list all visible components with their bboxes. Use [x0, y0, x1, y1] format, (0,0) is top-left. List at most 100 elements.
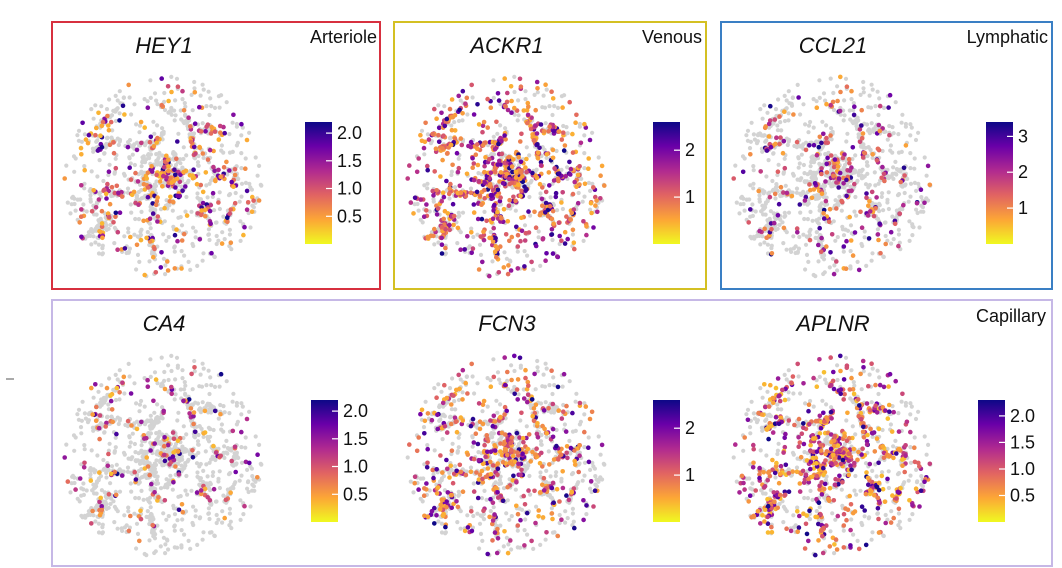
background-cell-point: [432, 242, 437, 247]
background-cell-point: [107, 162, 112, 167]
background-cell-point: [908, 166, 913, 171]
background-cell-point: [189, 92, 194, 97]
expressing-cell-point: [561, 130, 566, 135]
background-cell-point: [139, 188, 144, 193]
background-cell-point: [137, 197, 142, 202]
expressing-cell-point: [175, 238, 180, 244]
background-cell-point: [227, 227, 232, 232]
expressing-cell-point: [150, 201, 155, 206]
background-cell-point: [113, 156, 118, 161]
expressing-cell-point: [154, 198, 160, 204]
fcn3-plot-title: FCN3: [478, 311, 536, 336]
background-cell-point: [201, 87, 206, 92]
background-cell-point: [173, 98, 178, 103]
background-cell-point: [72, 201, 77, 207]
expressing-cell-point: [444, 178, 449, 184]
background-cell-point: [159, 133, 164, 138]
expressing-cell-point: [480, 129, 485, 135]
background-cell-point: [786, 139, 791, 144]
expressing-cell-point: [575, 172, 581, 178]
background-cell-point: [135, 252, 141, 257]
expressing-cell-point: [571, 240, 577, 245]
expressing-cell-point: [232, 172, 238, 178]
background-cell-point: [881, 105, 887, 110]
background-cell-point: [447, 136, 453, 141]
expressing-cell-point: [111, 220, 116, 225]
background-cell-point: [121, 95, 126, 100]
background-cell-point: [841, 118, 846, 123]
expressing-cell-point: [450, 201, 456, 207]
background-cell-point: [811, 125, 816, 130]
expressing-cell-point: [113, 165, 119, 171]
expressing-cell-point: [165, 259, 170, 264]
background-cell-point: [179, 223, 185, 228]
background-cell-point: [469, 226, 474, 231]
expressing-cell-point: [135, 179, 141, 184]
background-cell-point: [162, 107, 168, 113]
expressing-cell-point: [151, 254, 156, 260]
background-cell-point: [835, 268, 840, 273]
background-cell-point: [109, 192, 114, 197]
background-cell-point: [912, 156, 917, 161]
background-cell-point: [251, 205, 256, 210]
background-cell-point: [129, 210, 134, 215]
background-cell-point: [756, 132, 761, 137]
expressing-cell-point: [512, 105, 517, 111]
background-cell-point: [860, 243, 865, 249]
venous-group-label: Venous: [642, 27, 702, 47]
background-cell-point: [771, 187, 776, 192]
expressing-cell-point: [144, 235, 149, 241]
background-cell-point: [422, 183, 427, 188]
background-cell-point: [161, 232, 166, 237]
expressing-cell-point: [122, 246, 128, 251]
expressing-cell-point: [518, 170, 524, 175]
background-cell-point: [82, 132, 87, 137]
background-cell-point: [582, 133, 587, 138]
expressing-cell-point: [568, 166, 574, 172]
expressing-cell-point: [97, 228, 102, 234]
expressing-cell-point: [551, 178, 557, 183]
expressing-cell-point: [173, 172, 178, 178]
expressing-cell-point: [147, 216, 153, 221]
background-cell-point: [227, 232, 232, 237]
expressing-cell-point: [518, 139, 523, 144]
background-cell-point: [914, 188, 919, 193]
expressing-cell-point: [458, 136, 464, 141]
background-cell-point: [532, 92, 537, 97]
expressing-cell-point: [111, 150, 117, 156]
expressing-cell-point: [218, 130, 223, 135]
background-cell-point: [590, 130, 595, 135]
background-cell-point: [864, 122, 870, 127]
background-cell-point: [544, 155, 549, 160]
background-cell-point: [523, 97, 528, 102]
background-cell-point: [561, 123, 566, 129]
expressing-cell-point: [439, 110, 444, 116]
expressing-cell-point: [593, 203, 598, 208]
background-cell-point: [181, 145, 186, 150]
expressing-cell-point: [553, 190, 559, 196]
background-cell-point: [900, 112, 905, 117]
background-cell-point: [794, 186, 800, 191]
expressing-cell-point: [503, 232, 509, 237]
expressing-cell-point: [469, 82, 475, 88]
expressing-cell-point: [99, 123, 105, 129]
background-cell-point: [173, 162, 179, 168]
background-cell-point: [808, 119, 813, 125]
expressing-cell-point: [183, 184, 188, 189]
expressing-cell-point: [481, 229, 486, 235]
expressing-cell-point: [450, 162, 455, 168]
background-cell-point: [903, 121, 909, 127]
background-cell-point: [831, 90, 836, 96]
background-cell-point: [791, 173, 796, 178]
background-cell-point: [504, 256, 509, 261]
background-cell-point: [138, 232, 143, 238]
expressing-cell-point: [210, 190, 216, 196]
background-cell-point: [791, 234, 796, 239]
expressing-cell-point: [581, 219, 586, 224]
background-cell-point: [890, 214, 895, 219]
ackr1-umap-points: [405, 74, 607, 279]
expressing-cell-point: [204, 124, 209, 129]
expressing-cell-point: [447, 106, 453, 112]
expressing-cell-point: [501, 206, 507, 212]
background-cell-point: [893, 100, 898, 105]
